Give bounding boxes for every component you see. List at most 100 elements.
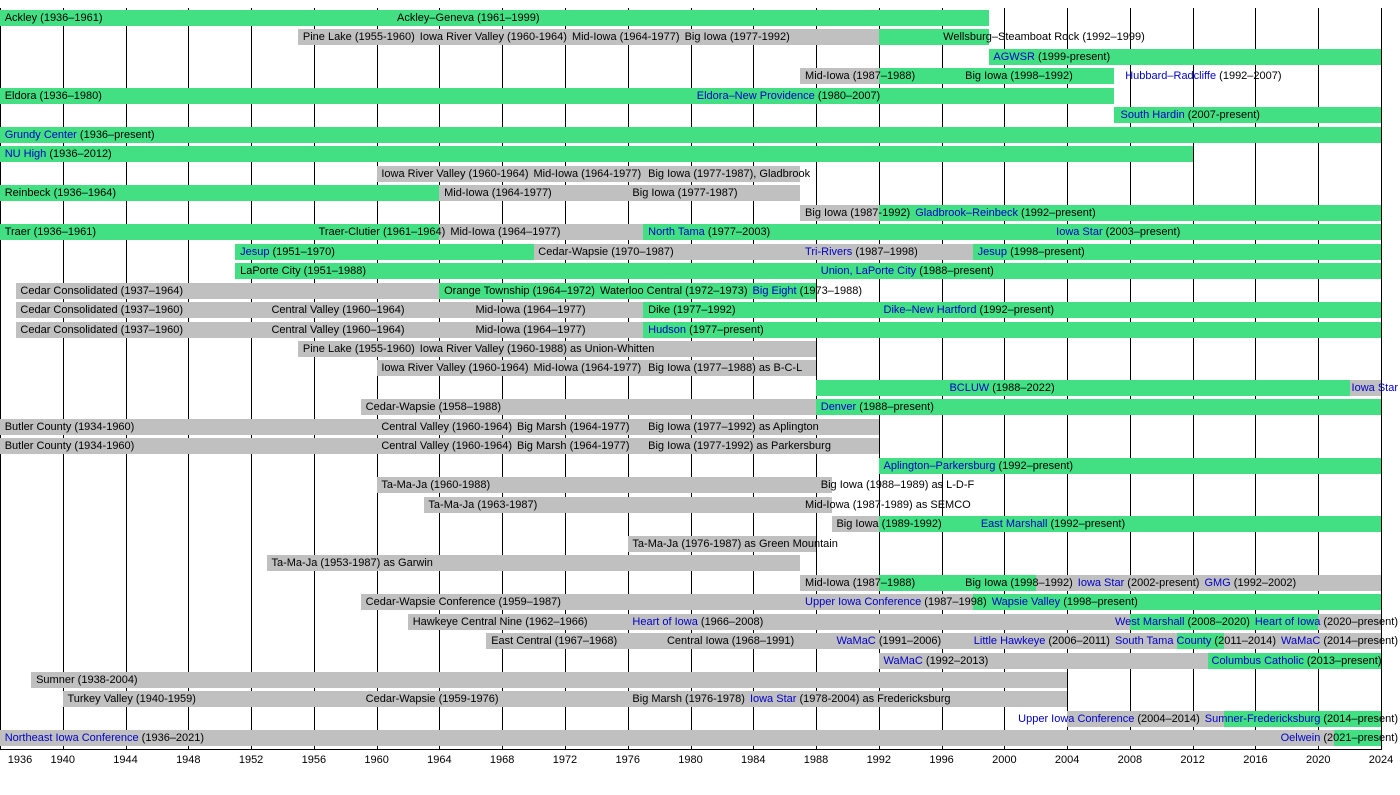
timeline-bar bbox=[972, 243, 1381, 260]
school-link[interactable]: Aplington–Parkersburg bbox=[883, 459, 996, 472]
timeline-bar bbox=[62, 691, 1068, 708]
bar-label: Ackley (1936–1961) bbox=[5, 10, 103, 26]
timeline-bar bbox=[0, 730, 1334, 747]
school-link[interactable]: Hudson bbox=[648, 323, 687, 336]
school-link[interactable]: Iowa Star bbox=[1351, 381, 1398, 394]
school-link[interactable]: Gladbrook–Reinbeck bbox=[915, 206, 1018, 219]
bar-label: Wapsie Valley (1998–present) bbox=[992, 594, 1138, 610]
school-link[interactable]: Upper Iowa Conference bbox=[1018, 712, 1135, 725]
bar-label: Jesup (1951–1970) bbox=[240, 244, 335, 260]
timeline-bar bbox=[15, 302, 644, 319]
school-link[interactable]: Grundy Center bbox=[4, 128, 77, 141]
timeline-bar bbox=[1067, 710, 1225, 727]
school-link[interactable]: WaMaC bbox=[883, 654, 923, 667]
date-range: (1980–2007) bbox=[814, 89, 881, 102]
date-range: Traer-Clutier (1961–1964) bbox=[318, 226, 446, 239]
date-range: Big Iowa (1998–1992) bbox=[965, 70, 1073, 83]
school-link[interactable]: Wapsie Valley bbox=[991, 596, 1061, 609]
x-tick-label: 1948 bbox=[176, 754, 201, 766]
school-link[interactable]: Tri-Rivers bbox=[805, 245, 853, 258]
x-tick-label: 1992 bbox=[866, 754, 892, 766]
school-link[interactable]: Eldora–New Providence bbox=[696, 89, 815, 102]
school-link[interactable]: Sumner-Fredericksburg bbox=[1204, 712, 1321, 725]
timeline-bar bbox=[800, 204, 879, 221]
school-link[interactable]: South Tama County bbox=[1114, 635, 1212, 648]
date-range: (2007-present) bbox=[1184, 109, 1260, 122]
school-link[interactable]: Hubbard–Radcliffe bbox=[1125, 70, 1217, 83]
date-range: Orange Township (1964–1972) bbox=[444, 284, 595, 297]
date-range: (1998–present) bbox=[1060, 596, 1138, 609]
bar-label: Mid-Iowa (1964-1977) bbox=[534, 166, 642, 182]
bar-label: Hubbard–Radcliffe (1992–2007) bbox=[1125, 68, 1281, 84]
bar-label: Denver (1988–present) bbox=[821, 399, 934, 415]
school-link[interactable]: Northeast Iowa Conference bbox=[4, 732, 139, 745]
school-link[interactable]: Columbus Catholic bbox=[1211, 654, 1304, 667]
school-link[interactable]: Jesup bbox=[977, 245, 1008, 258]
school-link[interactable]: Jesup bbox=[240, 245, 270, 258]
bar-label: Gladbrook–Reinbeck (1992–present) bbox=[915, 205, 1095, 221]
timeline-bar bbox=[0, 126, 1381, 143]
bar-label: Butler County (1934-1960) bbox=[5, 419, 135, 435]
school-link[interactable]: Big Eight bbox=[752, 284, 797, 297]
school-link[interactable]: Upper Iowa Conference bbox=[805, 596, 922, 609]
timeline-bar bbox=[360, 399, 817, 416]
bar-label: Hawkeye Central Nine (1962–1966) bbox=[413, 614, 588, 630]
timeline-bar bbox=[1224, 633, 1381, 650]
date-range: Iowa River Valley (1960-1964) bbox=[381, 362, 529, 375]
school-link[interactable]: NU High bbox=[4, 148, 47, 161]
school-link[interactable]: Dike–New Hartford bbox=[883, 304, 977, 317]
x-tick-label: 2004 bbox=[1054, 754, 1080, 766]
timeline-bar bbox=[0, 185, 440, 202]
school-link[interactable]: GMG bbox=[1204, 576, 1231, 589]
school-link[interactable]: Union, LaPorte City bbox=[820, 265, 917, 278]
school-link[interactable]: Heart of Iowa bbox=[632, 615, 698, 628]
x-tick-label: 2000 bbox=[992, 754, 1017, 766]
timeline-bar bbox=[298, 29, 879, 46]
bar-label: Mid-Iowa (1987–1988) bbox=[805, 68, 915, 84]
school-link[interactable]: WaMaC bbox=[836, 635, 876, 648]
school-link[interactable]: WaMaC bbox=[1281, 635, 1321, 648]
date-range: Big Iowa (1977–1992) as Aplington bbox=[648, 420, 819, 433]
school-link[interactable]: Iowa Star bbox=[1077, 576, 1125, 589]
school-link[interactable]: West Marshall bbox=[1114, 615, 1185, 628]
bar-label: Central Valley (1960–1964) bbox=[271, 322, 404, 338]
school-link[interactable]: Oelwein bbox=[1280, 732, 1321, 745]
gridline bbox=[314, 8, 315, 750]
date-range: Big Iowa (1989-1992) bbox=[836, 518, 942, 531]
timeline-bar bbox=[439, 224, 644, 241]
gridline bbox=[879, 8, 880, 750]
school-link[interactable]: BCLUW bbox=[949, 381, 990, 394]
timeline-bar bbox=[1318, 613, 1381, 630]
date-range: Big Iowa (1998–1992) bbox=[965, 576, 1073, 589]
school-link[interactable]: Denver bbox=[820, 401, 857, 414]
bar-label: Union, LaPorte City (1988–present) bbox=[821, 263, 994, 279]
school-link[interactable]: Heart of Iowa bbox=[1254, 615, 1321, 628]
date-range: (1988–2022) bbox=[989, 381, 1055, 394]
date-range: Reinbeck (1936–1964) bbox=[4, 187, 117, 200]
x-tick-label: 1964 bbox=[427, 754, 452, 766]
timeline-bar bbox=[376, 360, 817, 377]
gridline bbox=[439, 8, 440, 750]
school-link[interactable]: Iowa Star bbox=[749, 693, 797, 706]
bar-label: Big Iowa (1998–1992) bbox=[965, 575, 1073, 591]
school-link[interactable]: North Tama bbox=[648, 226, 705, 239]
bar-label: Iowa Star (1978-2004) as Fredericksburg bbox=[750, 691, 951, 707]
x-tick-label: 2024 bbox=[1368, 754, 1394, 766]
bar-label: Heart of Iowa (2020–present) bbox=[1255, 614, 1398, 630]
timeline-bar bbox=[1224, 710, 1381, 727]
school-link[interactable]: AGWSR bbox=[993, 50, 1035, 63]
x-tick-label: 1988 bbox=[803, 754, 829, 766]
school-link[interactable]: Iowa Star bbox=[1056, 226, 1103, 239]
date-range: Pine Lake (1955-1960) bbox=[302, 31, 415, 44]
timeline-bar bbox=[376, 165, 801, 182]
bar-label: AGWSR (1999-present) bbox=[993, 49, 1110, 65]
school-link[interactable]: East Marshall bbox=[980, 518, 1048, 531]
school-link[interactable]: Little Hawkeye bbox=[973, 635, 1046, 648]
bar-label: Wellsburg–Steamboat Rock (1992–1999) bbox=[943, 29, 1145, 45]
school-link[interactable]: South Hardin bbox=[1120, 109, 1185, 122]
timeline-bar bbox=[878, 457, 1381, 474]
date-range: Big Iowa (1987-1992) bbox=[805, 206, 911, 219]
bar-label: WaMaC (1992–2013) bbox=[884, 653, 989, 669]
bar-label: Big Eight (1973–1988) bbox=[753, 283, 862, 299]
x-tick-label: 1972 bbox=[552, 754, 578, 766]
